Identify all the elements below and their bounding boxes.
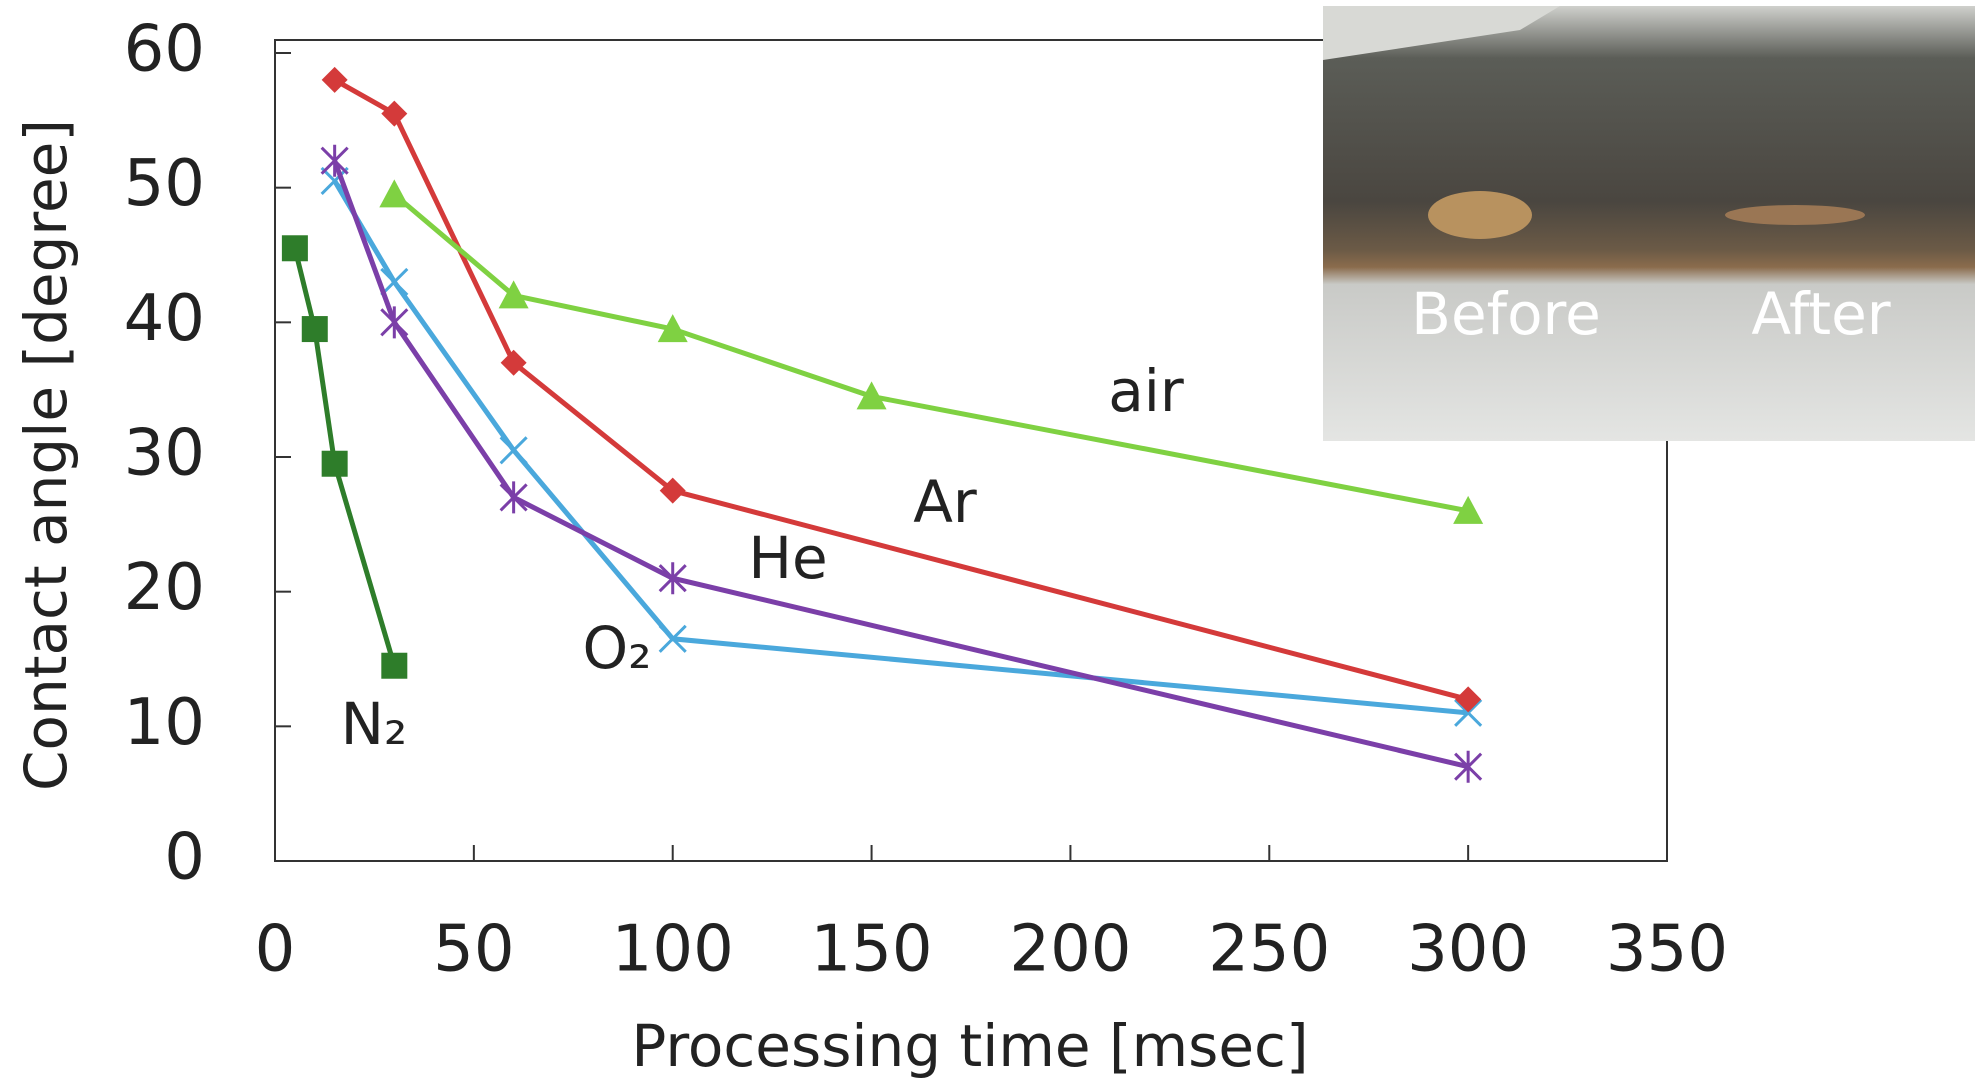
marker xyxy=(1455,686,1481,712)
y-tick-label: 50 xyxy=(124,147,205,221)
photo xyxy=(1323,6,1975,441)
series-label: He xyxy=(748,524,827,592)
series-line xyxy=(335,80,1468,699)
marker xyxy=(322,67,348,93)
droplet-after xyxy=(1725,205,1865,225)
photo-label: After xyxy=(1751,280,1890,348)
chart: Processing time [msec] Contact angle [de… xyxy=(0,0,1975,1088)
inset-photo: Before After xyxy=(1323,6,1975,441)
y-tick-label: 60 xyxy=(124,13,205,87)
marker xyxy=(282,235,308,261)
marker xyxy=(381,306,407,338)
marker xyxy=(381,101,407,127)
droplet-before xyxy=(1428,191,1532,239)
x-tick-label: 100 xyxy=(612,913,734,987)
x-tick-label: 350 xyxy=(1606,913,1728,987)
marker xyxy=(379,179,409,207)
y-tick-label: 30 xyxy=(124,417,205,491)
x-tick-label: 300 xyxy=(1407,913,1529,987)
marker xyxy=(501,437,527,463)
x-tick-label: 50 xyxy=(433,913,514,987)
photo-label: Before xyxy=(1411,280,1601,348)
series-label: Ar xyxy=(913,468,977,536)
x-tick-label: 0 xyxy=(255,913,296,987)
series-line xyxy=(335,161,1468,767)
y-tick-label: 0 xyxy=(164,821,205,895)
series-label: air xyxy=(1108,357,1184,425)
y-tick-label: 40 xyxy=(124,282,205,356)
marker xyxy=(322,451,348,477)
x-tick-label: 200 xyxy=(1009,913,1131,987)
y-tick-label: 20 xyxy=(124,551,205,625)
y-tick-label: 10 xyxy=(124,686,205,760)
x-tick-label: 250 xyxy=(1208,913,1330,987)
marker xyxy=(302,316,328,342)
series-label: O₂ xyxy=(583,614,652,682)
marker xyxy=(381,653,407,679)
series-label: N₂ xyxy=(341,690,408,758)
x-tick-label: 150 xyxy=(810,913,932,987)
marker xyxy=(501,481,527,513)
x-axis-title: Processing time [msec] xyxy=(631,1012,1308,1080)
series-line xyxy=(394,194,1468,510)
y-axis-title: Contact angle [degree] xyxy=(12,119,80,791)
marker xyxy=(322,145,348,177)
